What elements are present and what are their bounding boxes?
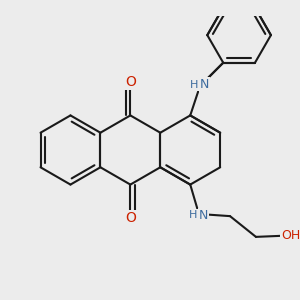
- Text: N: N: [200, 78, 209, 91]
- Text: H: H: [190, 80, 198, 90]
- Text: O: O: [125, 75, 136, 89]
- Text: O: O: [125, 211, 136, 225]
- Text: OH: OH: [281, 229, 300, 242]
- Text: N: N: [199, 208, 208, 221]
- Text: H: H: [189, 210, 197, 220]
